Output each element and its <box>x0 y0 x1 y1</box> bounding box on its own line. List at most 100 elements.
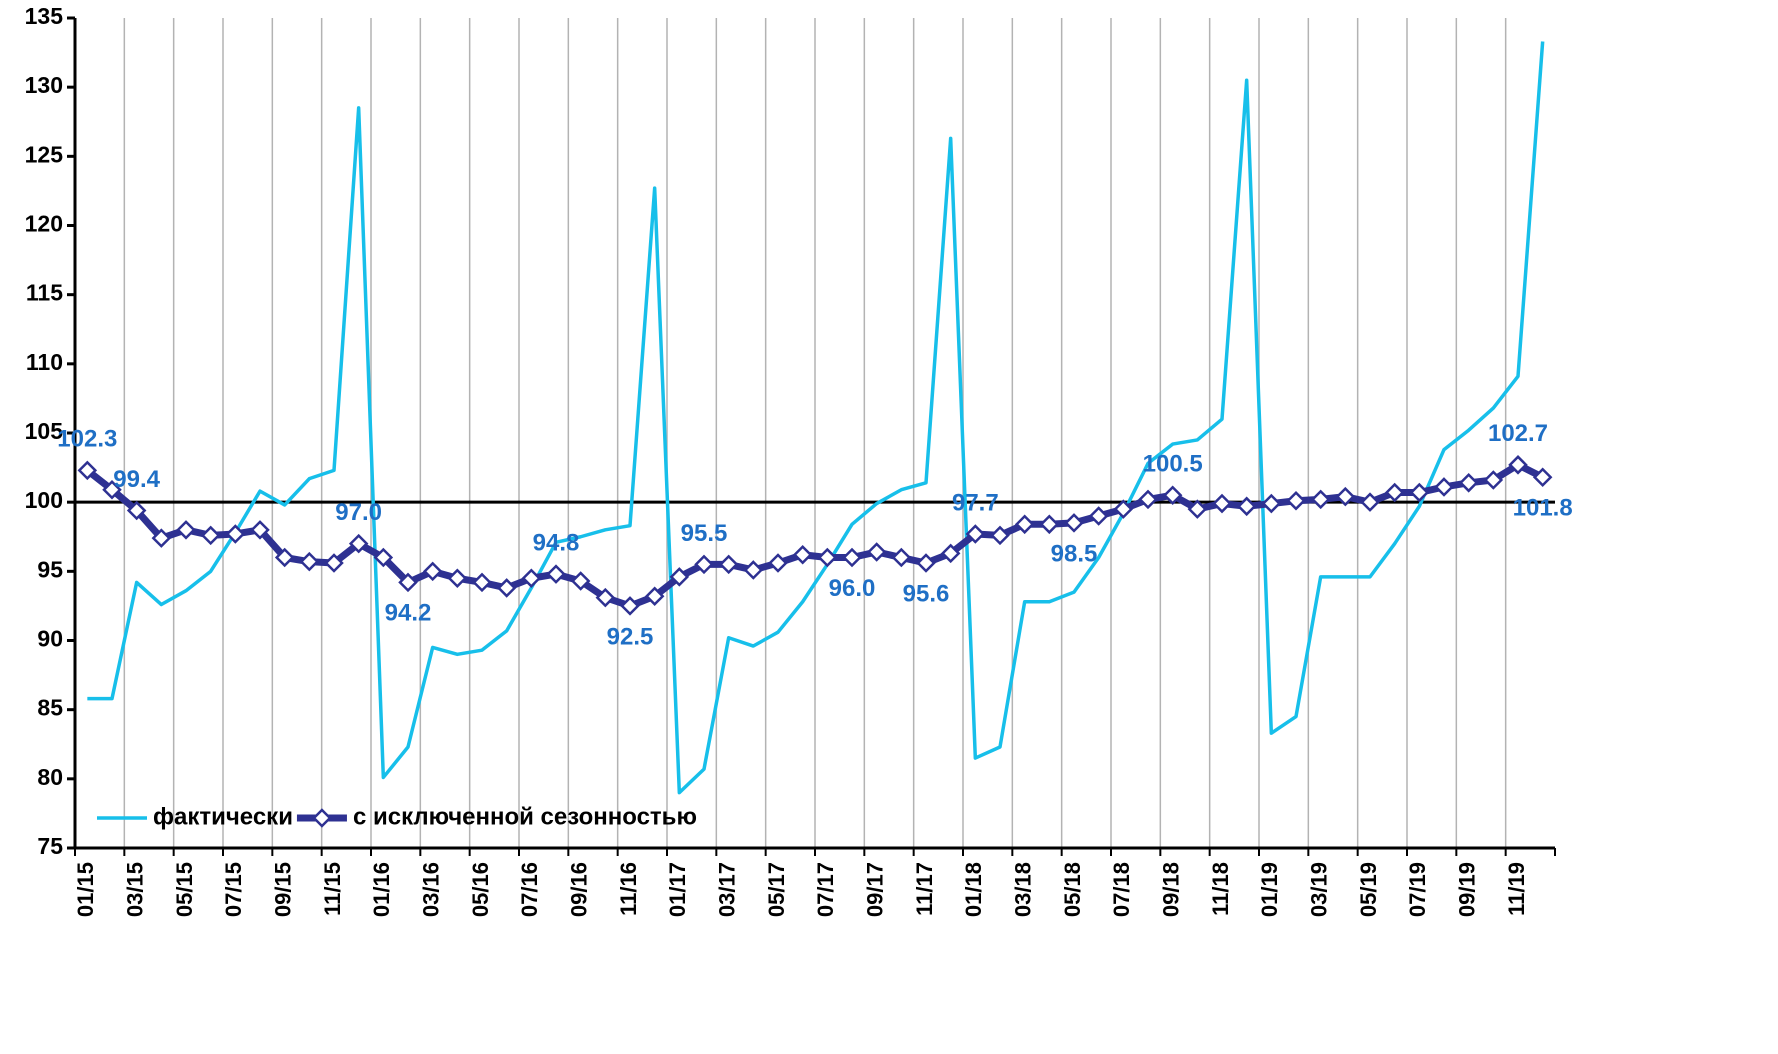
marker <box>472 572 492 593</box>
x-tick-label: 09/18 <box>1158 862 1183 917</box>
data-label: 92.5 <box>607 623 654 650</box>
x-tick-label: 11/17 <box>912 862 937 916</box>
x-tick-label: 09/19 <box>1454 862 1479 917</box>
marker <box>842 547 862 568</box>
data-label: 94.2 <box>385 600 432 627</box>
marker <box>324 553 344 573</box>
y-tick-label: 130 <box>25 72 63 98</box>
marker <box>299 551 320 572</box>
y-tick-label: 115 <box>26 280 63 306</box>
marker <box>1434 477 1454 497</box>
x-tick-label: 05/16 <box>468 862 493 917</box>
marker <box>521 568 542 589</box>
data-label: 95.6 <box>903 580 950 607</box>
x-tick-label: 05/15 <box>172 862 197 917</box>
marker <box>176 520 196 540</box>
marker <box>792 544 813 565</box>
marker <box>1039 514 1060 535</box>
marker <box>694 554 714 575</box>
marker <box>891 547 912 568</box>
data-label: 98.5 <box>1051 540 1098 567</box>
marker <box>1187 499 1208 519</box>
marker <box>1409 482 1430 503</box>
marker <box>274 547 295 568</box>
data-label: 96.0 <box>829 575 876 602</box>
marker <box>620 596 640 616</box>
marker <box>1113 499 1134 519</box>
marker <box>718 554 739 575</box>
x-tick-label: 09/16 <box>566 862 591 917</box>
marker <box>669 567 690 587</box>
data-label: 97.0 <box>335 499 382 526</box>
marker <box>200 525 221 546</box>
marker <box>743 560 764 580</box>
marker <box>965 524 986 544</box>
y-tick-label: 75 <box>37 833 63 859</box>
x-tick-label: 11/16 <box>616 862 641 916</box>
x-tick-label: 03/19 <box>1306 862 1331 917</box>
marker <box>768 553 788 573</box>
data-label: 99.4 <box>113 466 160 493</box>
marker <box>1508 455 1528 475</box>
x-tick-label: 03/16 <box>418 862 443 917</box>
data-label: 95.5 <box>681 520 728 547</box>
x-tick-label: 01/18 <box>961 862 986 917</box>
y-tick-label: 110 <box>26 349 63 375</box>
x-tick-label: 01/15 <box>73 862 98 917</box>
marker <box>817 547 838 568</box>
marker <box>348 533 369 554</box>
marker <box>1261 493 1282 514</box>
y-tick-label: 85 <box>37 695 63 721</box>
marker <box>225 524 246 544</box>
x-tick-label: 11/19 <box>1504 862 1529 916</box>
marker <box>916 553 936 573</box>
x-tick-label: 01/17 <box>665 862 690 917</box>
series-line <box>87 41 1545 795</box>
marker <box>570 571 591 591</box>
x-tick-label: 01/16 <box>369 862 394 917</box>
x-tick-label: 07/18 <box>1109 862 1134 917</box>
x-tick-label: 05/18 <box>1060 862 1085 917</box>
marker <box>1088 506 1109 526</box>
x-tick-label: 07/16 <box>517 862 542 917</box>
legend-label: с исключенной сезонностью <box>353 803 697 830</box>
marker <box>1212 493 1232 514</box>
x-tick-label: 09/17 <box>862 862 887 917</box>
marker <box>595 587 616 608</box>
data-label: 94.8 <box>533 529 580 556</box>
data-label: 97.7 <box>952 489 999 516</box>
marker <box>496 578 517 598</box>
marker <box>398 572 418 593</box>
marker <box>447 568 468 589</box>
marker <box>1162 485 1183 506</box>
x-tick-label: 03/17 <box>714 862 739 917</box>
x-tick-label: 01/19 <box>1257 862 1282 917</box>
x-tick-label: 05/17 <box>764 862 789 917</box>
x-tick-label: 11/15 <box>320 862 345 916</box>
marker <box>1310 489 1331 510</box>
y-tick-label: 95 <box>37 556 63 582</box>
marker <box>1458 473 1479 493</box>
data-label: 101.8 <box>1513 495 1573 522</box>
y-tick-label: 100 <box>25 487 63 513</box>
marker <box>1286 491 1306 511</box>
marker <box>1483 470 1504 490</box>
marker <box>546 564 566 584</box>
x-tick-label: 09/15 <box>270 862 295 917</box>
marker <box>644 586 665 607</box>
marker <box>250 520 270 540</box>
y-tick-label: 90 <box>37 626 63 652</box>
x-tick-label: 03/18 <box>1010 862 1035 917</box>
marker <box>866 542 887 562</box>
x-tick-label: 03/15 <box>122 862 147 917</box>
y-tick-label: 120 <box>25 211 63 237</box>
data-label: 100.5 <box>1143 451 1203 478</box>
marker <box>151 528 172 548</box>
marker <box>102 479 122 500</box>
marker <box>1360 492 1380 512</box>
marker <box>1064 513 1084 533</box>
data-label: 102.3 <box>57 426 117 453</box>
marker <box>77 460 98 481</box>
marker <box>1384 482 1405 503</box>
